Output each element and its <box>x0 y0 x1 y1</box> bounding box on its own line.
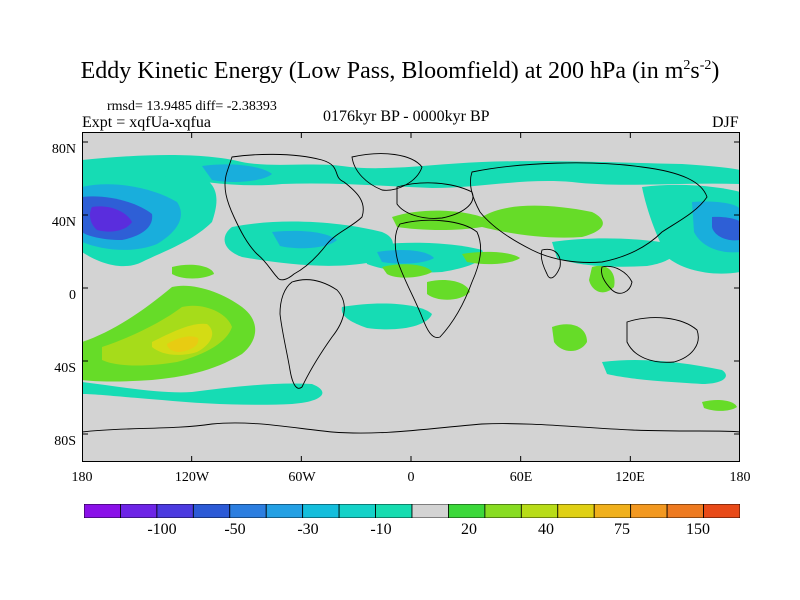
x-tick-label: 60E <box>509 470 533 485</box>
coastline-asia <box>469 162 708 263</box>
colorbar-box <box>265 504 304 518</box>
coastline-australia <box>626 317 699 363</box>
colorbar-box <box>484 504 522 518</box>
colorbar-box <box>156 504 194 518</box>
coastline-africa <box>394 219 482 338</box>
anomaly-arctic-inner <box>202 164 272 182</box>
field-contours <box>82 155 740 411</box>
anomaly-tropics-pos2 <box>382 264 432 278</box>
colorbar-box <box>411 504 449 518</box>
colorbar-label: 40 <box>538 521 554 538</box>
colorbar-box <box>520 504 559 518</box>
coastline-india <box>540 248 561 279</box>
colorbar-box <box>192 504 231 518</box>
y-tick-label: 40S <box>54 361 76 376</box>
period-label: 0176kyr BP - 0000kyr BP <box>323 108 490 125</box>
y-tick-label: 40N <box>51 215 76 230</box>
colorbar-label: -50 <box>224 521 246 538</box>
experiment-label: Expt = xqfUa-xqfua <box>82 114 211 131</box>
x-tick-label: 120W <box>174 470 210 485</box>
anomaly-eurasia-pos <box>392 205 603 238</box>
colorbar-box <box>593 504 632 518</box>
anomaly-tropics-pos3 <box>462 251 520 265</box>
colorbar-label: -10 <box>370 521 392 538</box>
map-panel <box>82 132 740 462</box>
coastline-se-asia <box>601 265 633 294</box>
colorbar-label: 75 <box>614 521 630 538</box>
colorbar-box <box>338 504 376 518</box>
anomaly-s-indian <box>602 359 726 384</box>
anomaly-s-indian-pos <box>552 324 587 351</box>
coastline-greenland <box>351 153 423 191</box>
coastline-south-america <box>279 279 345 389</box>
axis-ticks <box>82 132 740 462</box>
anomaly-africa-pos <box>427 280 470 300</box>
x-tick-label: 0 <box>407 470 415 485</box>
colorbar-label: 150 <box>686 521 710 538</box>
x-tick-label: 120E <box>615 470 645 485</box>
figure-title: Eddy Kinetic Energy (Low Pass, Bloomfiel… <box>80 58 720 84</box>
colorbar-box <box>448 504 486 518</box>
colorbar-box <box>84 504 121 518</box>
anomaly-s-atlantic <box>341 303 432 330</box>
coastline-europe <box>396 182 474 219</box>
anomaly-ne-pacific-core <box>712 216 740 241</box>
colorbar-box <box>229 504 267 518</box>
colorbar-box <box>120 504 158 518</box>
anomaly-s-pacific-core <box>167 336 199 352</box>
colorbar-box <box>630 504 668 518</box>
y-tick-label: 80N <box>51 142 76 157</box>
anomaly-tropics-pos1 <box>172 264 214 279</box>
stats-text: rmsd= 13.9485 diff= -2.38393 <box>107 99 277 114</box>
y-tick-label: 80S <box>54 434 76 449</box>
colorbar-box <box>302 504 340 518</box>
x-tick-label: 180 <box>71 470 93 485</box>
coastlines <box>82 153 740 434</box>
x-tick-label: 180 <box>729 470 751 485</box>
colorbar-label: -100 <box>147 521 177 538</box>
colorbar-box <box>703 504 740 518</box>
season-label: DJF <box>712 114 739 131</box>
colorbar-label: 20 <box>461 521 477 538</box>
colorbar-box <box>375 504 413 518</box>
colorbar-label: -30 <box>297 521 319 538</box>
anomaly-n-atlantic-inner <box>377 250 434 264</box>
x-tick-label: 60W <box>288 470 316 485</box>
anomaly-n-america-inner <box>272 230 337 249</box>
y-tick-label: 0 <box>69 288 76 303</box>
colorbar-box <box>666 504 704 518</box>
colorbar-box <box>557 504 595 518</box>
colorbar <box>84 504 740 518</box>
anomaly-n-pacific-core <box>89 206 132 232</box>
anomaly-s-ocean <box>82 382 323 405</box>
coastline-antarctica <box>82 422 740 434</box>
coastline-north-america <box>224 153 364 281</box>
anomaly-far-south-pos <box>702 399 737 411</box>
